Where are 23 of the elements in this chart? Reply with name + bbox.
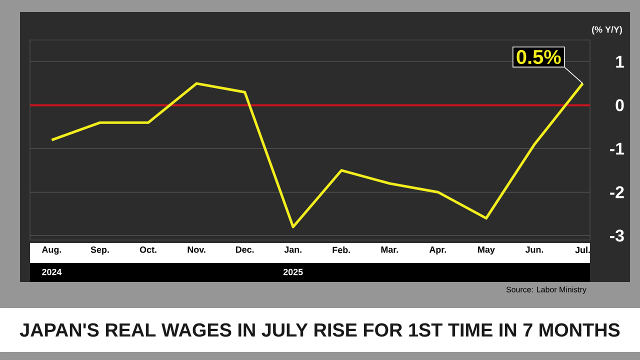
text: 2024: [42, 268, 62, 276]
x-tick-label: Mar.: [381, 246, 398, 253]
y-axis-title: (% Y/Y): [592, 26, 622, 34]
line-series: [50, 82, 584, 228]
x-tick-label: Nov.: [188, 246, 206, 253]
y-tick-label: 0: [616, 99, 624, 112]
data-label: 0.5%: [516, 50, 561, 64]
x-tick-label: Sep.: [90, 246, 109, 255]
x-tick-label: Jul.: [575, 246, 590, 254]
x-tick-label: Apr.: [429, 246, 446, 255]
x-tick-label: Oct.: [140, 246, 156, 253]
x-tick-label: May: [478, 246, 495, 255]
x-tick-label: Dec.: [236, 246, 254, 253]
y-tick-label: -3: [610, 230, 624, 242]
y-tick-label: -2: [610, 186, 624, 198]
x-tick-label: Jun.: [525, 246, 544, 253]
y-tick-label: 1: [616, 56, 624, 68]
x-tick-label: Feb.: [332, 246, 350, 254]
x-tick-label: Aug.: [42, 246, 62, 255]
y-tick-label: -1: [610, 142, 624, 155]
text: 2025: [283, 268, 303, 276]
text: JAPAN'S REAL WAGES IN JULY RISE FOR 1ST TIME IN 7 MONTHS: [20, 323, 620, 337]
x-tick-label: Jan.: [284, 246, 302, 253]
